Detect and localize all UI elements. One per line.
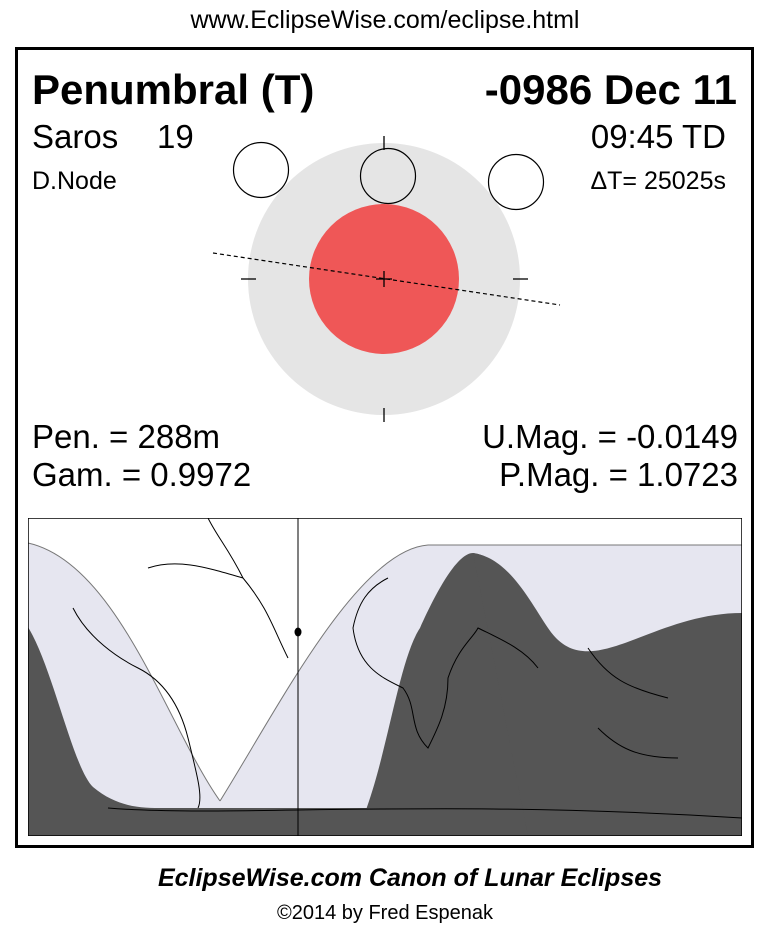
visibility-map bbox=[28, 518, 742, 836]
visibility-curve-right bbox=[219, 544, 742, 802]
visibility-curve-left bbox=[28, 542, 221, 802]
source-url: www.EclipseWise.com/eclipse.html bbox=[190, 6, 580, 34]
map-no-visibility-right-top bbox=[473, 553, 742, 836]
delta-t: ΔT= 25025s bbox=[590, 167, 726, 195]
eclipse-time: 09:45 TD bbox=[590, 118, 726, 155]
gamma: Gam. = 0.9972 bbox=[32, 456, 252, 493]
eclipse-figure-frame bbox=[15, 47, 754, 848]
penumbral-magnitude: P.Mag. = 1.0723 bbox=[499, 456, 738, 493]
moon-p4 bbox=[487, 153, 545, 211]
umbral-magnitude: U.Mag. = -0.0149 bbox=[482, 418, 738, 455]
eclipse-type: Penumbral (T) bbox=[32, 66, 315, 113]
moon-greatest bbox=[359, 147, 417, 205]
saros-value: 19 bbox=[157, 118, 194, 155]
node-label: D.Node bbox=[32, 167, 117, 195]
eclipse-date: -0986 Dec 11 bbox=[484, 66, 737, 113]
center-cross bbox=[241, 136, 528, 422]
footer-copyright: ©2014 by Fred Espenak bbox=[277, 902, 493, 924]
map-full-visibility bbox=[28, 518, 742, 801]
penumbral-duration: Pen. = 288m bbox=[32, 418, 221, 455]
sub-lunar-point bbox=[294, 627, 302, 637]
map-no-visibility-left bbox=[28, 627, 368, 836]
coastlines bbox=[72, 518, 742, 819]
saros-label: Saros bbox=[32, 118, 119, 155]
moon-p1 bbox=[232, 141, 290, 199]
footer-title: EclipseWise.com Canon of Lunar Eclipses bbox=[157, 864, 663, 892]
